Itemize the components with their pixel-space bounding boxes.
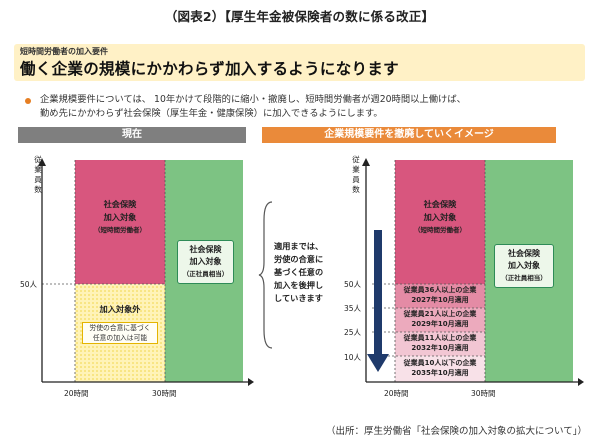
right-tick-25: 25人: [344, 328, 362, 337]
right-step-2: [395, 308, 485, 332]
right-tick-35: 35人: [344, 304, 362, 313]
left-tick-20h: 20時間: [64, 389, 89, 398]
left-pink-region: [75, 160, 165, 284]
left-yellow-title: 加入対象外: [99, 304, 141, 314]
left-green-label: 社会保険 加入対象 （正社員相当）: [177, 240, 234, 284]
right-tick-30h: 30時間: [471, 389, 496, 398]
right-y-arrow-icon: [362, 158, 370, 166]
left-y-axis-label: 従 業 員 数: [34, 155, 42, 194]
step-label-2035: 従業員10人以下の企業 2035年10月適用: [403, 359, 477, 377]
left-panel-diagram: [38, 158, 254, 386]
step-label-2027: 従業員36人以上の企業 2027年10月適用: [403, 286, 477, 304]
bullet-text: 企業規模要件については、 10年かけて段階的に縮小・撤廃し、短時間労働者が週20…: [40, 93, 580, 121]
right-step-1: [395, 284, 485, 308]
left-pink-label: 社会保険 加入対象 （短時間労働者）: [94, 199, 146, 234]
banner-headline: 働く企業の規模にかかわらず加入するようになります: [20, 60, 399, 78]
right-panel-diagram: [362, 158, 584, 386]
right-y-axis-label: 従 業 員 数: [352, 155, 360, 194]
down-arrow-icon: [367, 354, 389, 372]
brace-icon: [258, 201, 273, 349]
down-arrow-shaft: [374, 230, 382, 358]
left-x-arrow-icon: [248, 378, 254, 386]
step-label-2032: 従業員11人以上の企業 2032年10月適用: [403, 334, 477, 352]
right-pink-region: [395, 160, 485, 284]
right-x-arrow-icon: [578, 378, 584, 386]
step-label-2029: 従業員21人以上の企業 2029年10月適用: [403, 310, 477, 328]
left-tick-30h: 30時間: [152, 389, 177, 398]
right-tick-10: 10人: [344, 353, 362, 362]
right-pink-label: 社会保険 加入対象 （短時間労働者）: [414, 199, 466, 234]
source-note: （出所：厚生労働省「社会保険の加入対象の拡大について」）: [326, 426, 587, 437]
right-tick-20h: 20時間: [384, 389, 409, 398]
right-green-label: 社会保険 加入対象 （正社員相当）: [494, 244, 554, 288]
right-step-4: [395, 356, 485, 382]
left-y-arrow-icon: [38, 158, 46, 166]
headline-banner: [14, 44, 585, 81]
right-panel-header: 企業規模要件を撤廃していくイメージ: [262, 127, 556, 143]
left-voluntary-note: 労使の合意に基づく 任意の加入は可能: [82, 322, 158, 344]
right-tick-50: 50人: [344, 280, 362, 289]
right-step-3: [395, 332, 485, 356]
left-tick-50: 50人: [20, 280, 38, 289]
figure-title: （図表2）【厚生年金被保険者の数に係る改正】: [164, 9, 435, 24]
bullet-line-2: 勤め先にかかわらず社会保険（厚生年金・健康保険）に加入できるようにします。: [40, 108, 383, 119]
bullet-line-1: 企業規模要件については、 10年かけて段階的に縮小・撤廃し、短時間労働者が週20…: [40, 94, 466, 105]
middle-note: 適用までは、 労使の合意に 基づく任意の 加入を後押し していきます: [274, 241, 324, 303]
banner-subtitle: 短時間労働者の加入要件: [20, 47, 108, 56]
bullet-dot-icon: [25, 98, 31, 104]
left-panel-header: 現在: [18, 127, 246, 143]
